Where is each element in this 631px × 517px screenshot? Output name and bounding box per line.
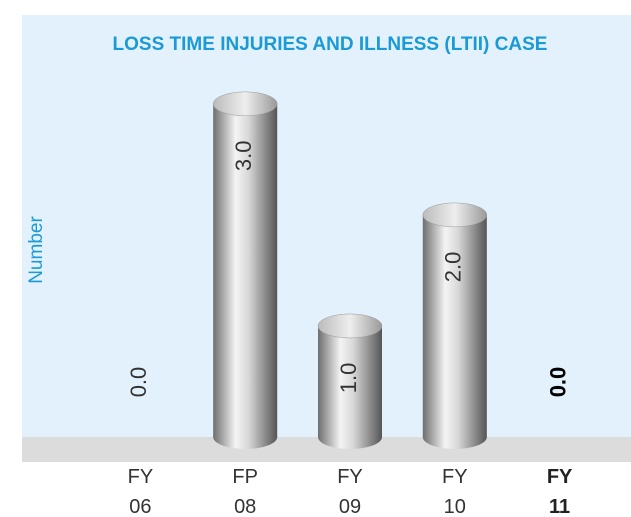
x-tick-label: FY 11 (546, 466, 573, 517)
value-label: 0.0 (126, 367, 151, 398)
chart-title: LOSS TIME INJURIES AND ILLNESS (LTII) CA… (112, 34, 548, 55)
bar (212, 91, 278, 449)
x-tick-label: FP 08 (232, 466, 258, 517)
bar-cap (422, 202, 488, 228)
value-label: 2.0 (441, 252, 466, 283)
x-tick-label: FY 10 (442, 466, 468, 517)
x-tick-label: FY 09 (337, 466, 363, 517)
x-tick-label: FY 06 (127, 466, 154, 517)
bar (422, 202, 488, 449)
y-axis-label: Number (26, 216, 47, 284)
bar-body (422, 214, 487, 437)
bar (317, 313, 383, 449)
value-label: 3.0 (231, 141, 256, 172)
bar-body (213, 103, 278, 437)
value-label: 0.0 (545, 367, 570, 398)
bar-body (318, 325, 382, 437)
bar-cap (317, 313, 383, 339)
value-label: 1.0 (336, 363, 361, 394)
bar-cap (212, 91, 278, 117)
